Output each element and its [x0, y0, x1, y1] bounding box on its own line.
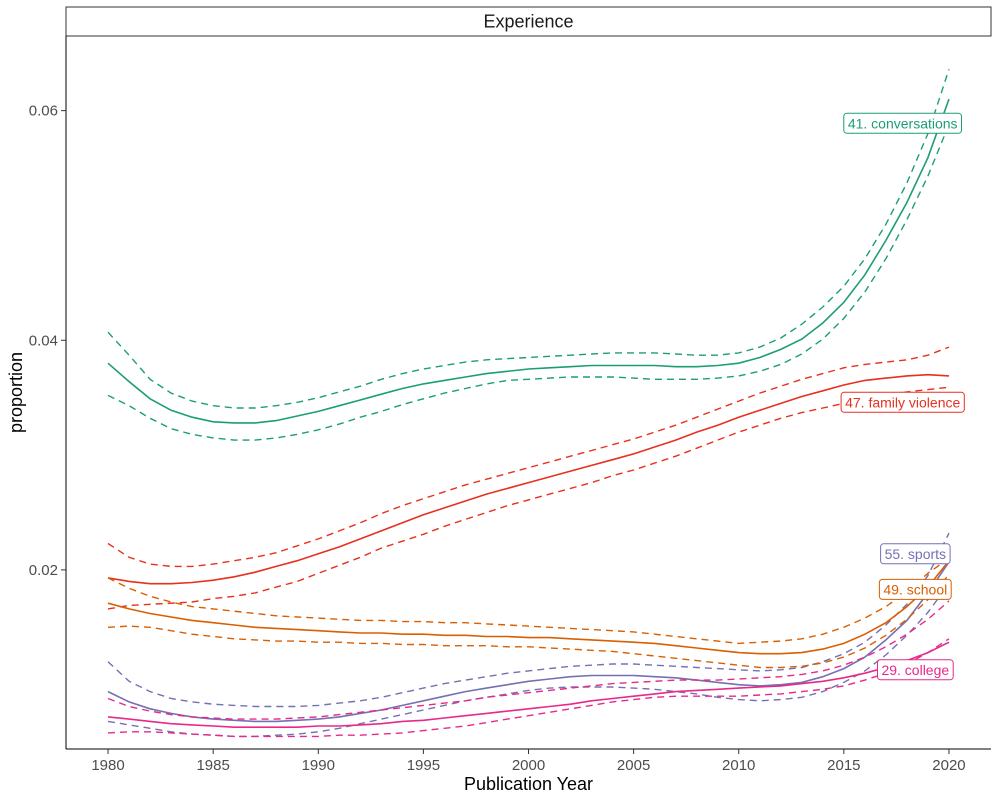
- y-tick-label: 0.02: [29, 562, 58, 579]
- x-tick-label: 1985: [196, 757, 229, 774]
- series-55-sports-upper-bound: [107, 532, 950, 708]
- x-ticks: 1980 1985 1990 1995 2000 2005 2010 2015 2020: [91, 749, 966, 774]
- x-tick-label: 2015: [827, 757, 860, 774]
- series-label-47-family-violence: 47. family violence: [840, 391, 965, 413]
- series-41-conversations-line: [107, 98, 950, 424]
- series-47-family-violence: [107, 346, 950, 610]
- series-label-55-sports: 55. sports: [880, 543, 951, 565]
- facet-strip-box: [65, 6, 992, 37]
- plot-panel: 41. conversations 47. family violence 55. …: [107, 69, 965, 738]
- series-29-college-line: [107, 641, 950, 728]
- y-axis-title: proportion: [6, 352, 26, 433]
- facet-title: Experience: [483, 12, 573, 32]
- series-55-sports-lower-bound: [107, 583, 950, 738]
- series-layer: [107, 69, 950, 738]
- series-label-box: [880, 543, 951, 565]
- series-label-box: [843, 112, 962, 134]
- series-49-school: [107, 557, 950, 669]
- y-ticks: 0.02 0.04 0.06: [29, 103, 66, 579]
- series-55-sports: [107, 532, 950, 738]
- series-29-college: [107, 600, 950, 738]
- series-label-box: [840, 391, 965, 413]
- series-label-text: 29. college: [881, 662, 949, 678]
- series-49-school-line: [107, 560, 950, 655]
- series-41-conversations-lower-bound: [107, 124, 950, 441]
- x-tick-label: 1980: [91, 757, 124, 774]
- series-label-text: 47. family violence: [845, 394, 960, 410]
- series-label-29-college: 29. college: [877, 659, 954, 681]
- series-label-41-conversations: 41. conversations: [843, 112, 962, 134]
- series-label-box: [878, 578, 952, 600]
- series-47-family-violence-lower-bound: [107, 386, 950, 610]
- y-tick-label: 0.06: [29, 103, 58, 120]
- series-47-family-violence-line: [107, 373, 950, 585]
- series-41-conversations: [107, 69, 950, 441]
- series-49-school-lower-bound: [107, 574, 950, 669]
- y-axis: 0.02 0.04 0.06 proportion: [6, 36, 67, 749]
- x-axis: 1980 1985 1990 1995 2000 2005 2010 2015 2020 Pub…: [66, 748, 991, 794]
- series-29-college-lower-bound: [107, 638, 950, 738]
- x-tick-label: 2020: [932, 757, 965, 774]
- series-55-sports-line: [107, 561, 950, 723]
- series-label-box: [877, 659, 954, 681]
- x-tick-label: 1990: [302, 757, 335, 774]
- x-tick-label: 2005: [617, 757, 650, 774]
- series-label-text: 49. school: [883, 581, 947, 597]
- series-label-text: 41. conversations: [848, 115, 958, 131]
- series-47-family-violence-upper-bound: [107, 346, 950, 568]
- series-label-layer: 41. conversations 47. family violence 55. …: [840, 112, 965, 681]
- series-29-college-upper-bound: [107, 600, 950, 720]
- x-axis-title: Publication Year: [464, 774, 593, 794]
- series-49-school-upper-bound: [107, 557, 950, 645]
- series-label-text: 55. sports: [885, 546, 946, 562]
- series-label-49-school: 49. school: [878, 578, 952, 600]
- x-tick-label: 2010: [722, 757, 755, 774]
- series-41-conversations-upper-bound: [107, 69, 950, 409]
- x-tick-label: 1995: [407, 757, 440, 774]
- x-tick-label: 2000: [512, 757, 545, 774]
- y-tick-label: 0.04: [29, 332, 58, 349]
- facet-strip: Experience: [65, 6, 992, 37]
